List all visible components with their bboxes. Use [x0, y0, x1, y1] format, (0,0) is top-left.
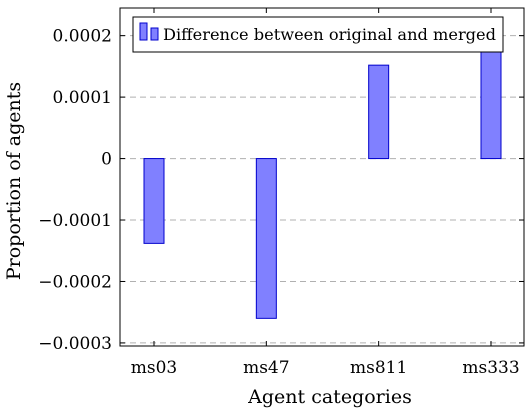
legend-label: Difference between original and merged: [163, 25, 496, 44]
bars: [143, 41, 502, 319]
x-tick-label: ms03: [131, 358, 177, 378]
y-tick-label: 0: [101, 150, 112, 170]
bar: [255, 158, 277, 319]
legend-box: [132, 16, 504, 53]
y-tick-label: 0.0002: [53, 27, 112, 47]
tick-labels: −0.0003 −0.0002 −0.0001 0 0.0001 0.0002 ms03 ms…: [38, 27, 519, 378]
bar: [368, 64, 390, 160]
grid-lines: [120, 35, 524, 344]
y-axis-label: Proportion of agents: [3, 82, 25, 280]
x-tick-label: ms47: [243, 358, 289, 378]
plot-frame: [119, 7, 525, 347]
legend-swatch: [139, 22, 148, 41]
bar: [480, 41, 502, 160]
legend-swatch: [150, 27, 159, 41]
x-tick-label: ms811: [350, 358, 407, 378]
x-tick-label: ms333: [462, 358, 519, 378]
axis-ticks: [120, 8, 524, 346]
legend: Difference between original and merged: [132, 16, 504, 53]
y-tick-label: −0.0003: [38, 334, 112, 354]
bar: [143, 158, 165, 244]
y-tick-label: 0.0001: [53, 88, 112, 108]
x-axis-label: Agent categories: [247, 386, 412, 408]
y-tick-label: −0.0001: [38, 211, 112, 231]
y-tick-label: −0.0002: [38, 272, 112, 292]
